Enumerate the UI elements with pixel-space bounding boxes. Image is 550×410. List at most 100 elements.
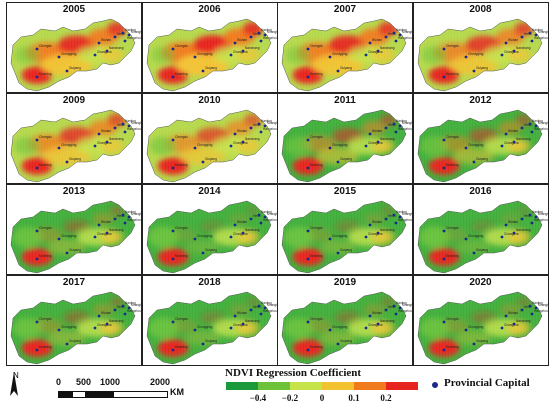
capital-point: [472, 160, 475, 164]
capital-point: [512, 322, 515, 326]
city-label: Hangzhou: [127, 127, 142, 131]
city-label: Nanchang: [109, 228, 124, 232]
panel-year-label: 2007: [333, 4, 357, 15]
scale-bar: [58, 391, 168, 398]
capital-point: [127, 306, 131, 310]
city-label: Changsha: [504, 232, 519, 236]
city-label: Changsha: [233, 323, 248, 327]
capital-point: [534, 306, 537, 310]
map-panel-2006: Chengdu Chongqing Guiyang Kunming Changsha Wu…: [141, 2, 278, 93]
map-panel-2012: Chengdu Chongqing Guiyang Kunming Changsha Wu…: [412, 93, 549, 184]
panel-year-label: 2005: [62, 4, 86, 15]
city-label: Shanghai: [131, 121, 142, 125]
capital-point: [394, 312, 398, 316]
map-panel-2005: Chengdu Chongqing Guiyang Kunming Changsha Wu…: [6, 2, 142, 93]
capital-point: [306, 320, 310, 324]
city-label: Hefei: [388, 214, 396, 218]
city-label: Hefei: [253, 214, 261, 218]
city-label: Hangzhou: [127, 36, 142, 40]
city-label: Chongqing: [61, 143, 77, 147]
city-label: Nanjing: [532, 119, 543, 123]
city-label: Guiyang: [340, 157, 352, 161]
capital-point: [376, 140, 380, 144]
capital-point: [472, 342, 475, 346]
panel-year-label: 2015: [333, 186, 357, 197]
legend-tick-label: 0.2: [380, 393, 392, 403]
city-label: Chongqing: [197, 325, 213, 329]
city-label: Hangzhou: [263, 309, 278, 313]
capital-point: [364, 53, 368, 57]
city-label: Nanjing: [261, 119, 272, 123]
city-label: Wuhan: [237, 220, 247, 224]
capital-point: [57, 55, 61, 59]
capital-point: [328, 146, 332, 150]
city-label: Guiyang: [205, 248, 217, 252]
city-label: Nanchang: [516, 319, 531, 323]
city-label: Hefei: [524, 214, 532, 218]
capital-point: [171, 75, 174, 79]
city-label: Wuhan: [508, 311, 518, 315]
ndvi-map-2008: Chengdu Chongqing Guiyang Kunming Changsha Wu…: [417, 18, 549, 92]
capital-point: [105, 140, 109, 144]
capital-point: [306, 75, 310, 79]
city-label: Nanchang: [516, 46, 531, 50]
city-label: Chongqing: [197, 143, 213, 147]
city-label: Hangzhou: [263, 127, 278, 131]
map-panel-2018: Chengdu Chongqing Guiyang Kunming Changsha Wu…: [141, 275, 278, 366]
capital-point: [93, 235, 97, 239]
capital-point: [193, 237, 196, 241]
capital-point: [127, 124, 131, 128]
legend-tick-label: −0.2: [281, 393, 299, 403]
capital-point: [257, 31, 260, 35]
scale-unit: KM: [170, 387, 184, 397]
city-label: Shanghai: [402, 30, 413, 34]
city-label: Nanchang: [380, 46, 395, 50]
capital-point: [442, 257, 445, 261]
city-label: Chengdu: [446, 317, 459, 321]
capital-point: [384, 308, 388, 312]
capital-point: [392, 31, 396, 35]
map-panel-grid: Chengdu Chongqing Guiyang Kunming Changsha Wu…: [6, 2, 549, 366]
ndvi-map-2005: Chengdu Chongqing Guiyang Kunming Changsha Wu…: [10, 18, 142, 92]
capital-point: [171, 257, 174, 261]
legend-swatch: [354, 382, 386, 390]
capital-point: [121, 31, 125, 35]
capital-point: [394, 39, 398, 43]
city-label: Nanjing: [261, 28, 272, 32]
ndvi-map-2016: Chengdu Chongqing Guiyang Kunming Changsha Wu…: [417, 200, 548, 274]
city-label: Hefei: [388, 32, 396, 36]
city-label: Chongqing: [61, 52, 77, 56]
capital-point: [263, 124, 266, 128]
capital-point: [442, 166, 445, 170]
city-label: Changsha: [97, 141, 112, 145]
capital-point: [201, 69, 204, 73]
city-label: Shanghai: [402, 121, 413, 125]
city-label: Shanghai: [267, 212, 278, 216]
city-label: Guiyang: [476, 339, 488, 343]
city-label: Changsha: [233, 141, 248, 145]
city-label: Kunming: [310, 163, 323, 167]
city-label: Wuhan: [101, 129, 111, 133]
capital-point: [241, 49, 244, 53]
capital-point: [368, 223, 372, 227]
city-label: Nanjing: [125, 119, 136, 123]
city-label: Kunming: [39, 345, 52, 349]
city-label: Chengdu: [175, 226, 188, 230]
capital-point: [229, 144, 232, 148]
capital-point: [57, 146, 61, 150]
city-label: Hangzhou: [534, 36, 549, 40]
ndvi-map-2011: Chengdu Chongqing Guiyang Kunming Changsha Wu…: [281, 109, 413, 183]
city-label: Chengdu: [175, 135, 188, 139]
capital-point: [376, 322, 380, 326]
city-label: Guiyang: [340, 248, 352, 252]
capital-point: [442, 320, 445, 324]
capital-point: [530, 312, 533, 316]
capital-point: [97, 132, 101, 136]
panel-year-label: 2008: [469, 4, 492, 15]
capital-point: [193, 55, 196, 59]
city-label: Chengdu: [310, 135, 323, 139]
north-label: N: [13, 371, 19, 380]
city-label: Changsha: [504, 141, 519, 145]
capital-point: [464, 328, 467, 332]
capital-point: [528, 31, 531, 35]
